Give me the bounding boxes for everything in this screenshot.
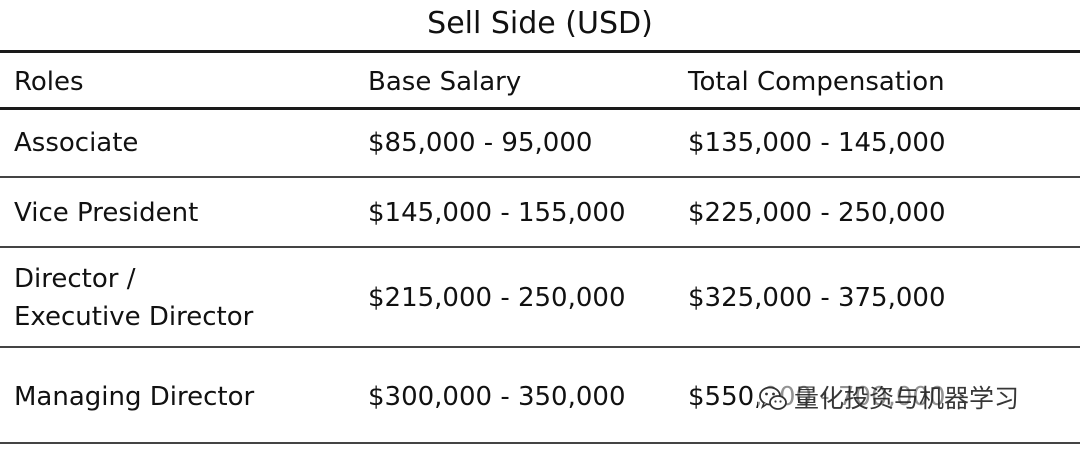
- table-title: Sell Side (USD): [427, 6, 653, 41]
- row-divider: [0, 176, 1080, 178]
- header-total-compensation: Total Compensation: [688, 67, 945, 97]
- row-vice-president-total: $225,000 - 250,000: [688, 198, 946, 228]
- watermark-text: 量化投资与机器学习: [794, 384, 1020, 413]
- row-director-total: $325,000 - 375,000: [688, 283, 946, 313]
- row-director-base: $215,000 - 250,000: [368, 283, 626, 313]
- wechat-logo-icon: [759, 386, 787, 410]
- row-vice-president-base: $145,000 - 155,000: [368, 198, 626, 228]
- row-director-role-line1: Director /: [14, 264, 136, 294]
- row-divider: [0, 346, 1080, 348]
- row-associate-role: Associate: [14, 128, 139, 158]
- row-managing-director-role: Managing Director: [14, 382, 255, 412]
- title-rule: [0, 50, 1080, 53]
- row-director-role-line2: Executive Director: [14, 302, 254, 332]
- watermark: 量化投资与机器学习: [758, 379, 1053, 419]
- header-base-salary: Base Salary: [368, 67, 522, 97]
- header-roles: Roles: [14, 67, 84, 97]
- row-associate-total: $135,000 - 145,000: [688, 128, 946, 158]
- bottom-rule: [0, 442, 1080, 444]
- header-rule: [0, 107, 1080, 110]
- row-associate-base: $85,000 - 95,000: [368, 128, 593, 158]
- row-vice-president-role: Vice President: [14, 198, 199, 228]
- row-divider: [0, 246, 1080, 248]
- row-managing-director-base: $300,000 - 350,000: [368, 382, 626, 412]
